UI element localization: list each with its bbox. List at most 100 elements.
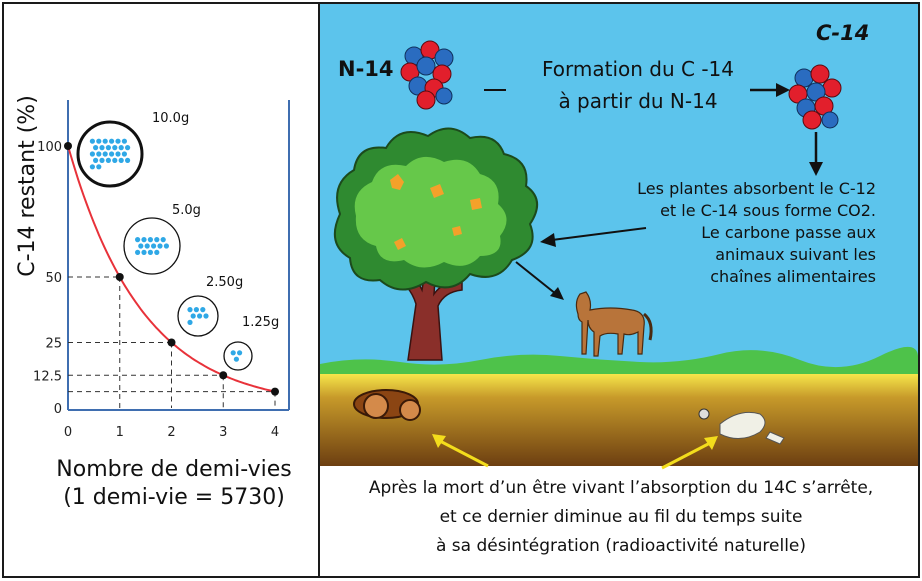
atom-dot [237,350,243,356]
buried-bones-icon [698,408,785,445]
atom-dot [193,307,199,313]
sample-mass-label: 1.25g [242,315,279,330]
y-tick-label: 50 [45,271,62,286]
atom-dot [157,243,163,249]
atom-dot [102,138,108,144]
atom-dot [160,237,166,243]
atom-dot [121,151,127,157]
atom-dot [89,164,95,170]
plants-text-line: et le C-14 sous forme CO2. [660,201,876,220]
atom-dot [89,151,95,157]
atom-dot [144,243,150,249]
y-tick-label: 12.5 [33,369,62,384]
data-point [271,387,279,396]
atom-dot [102,151,108,157]
atom-dot [200,307,206,313]
atom-dot [141,249,147,255]
atom-dot [93,145,99,151]
buried-log-icon [353,389,421,421]
atom-dot [105,145,111,151]
x-axis-note: (1 demi-vie = 5730) [63,485,285,510]
y-tick-label: 25 [45,337,62,352]
caption-area [320,466,918,576]
atom-dot [118,157,124,163]
death-caption: Après la mort d’un être vivant l’absorpt… [320,474,918,561]
x-tick-label: 0 [64,425,72,440]
n14-label: N-14 [338,57,394,81]
atom-dot [141,237,147,243]
decay-chart-panel: C-14 restant (%) 0 12.5 25 50 100 0 1 2 3 4 10.0… [2,2,320,578]
atom-dot [154,237,160,243]
plants-text-line: chaînes alimentaires [710,267,876,286]
atom-dot [115,138,121,144]
atom-dot [187,319,193,325]
death-caption-line-2: et ce dernier diminue au fil du temps su… [439,507,803,527]
sample-mass-label: 2.50g [206,275,243,290]
horse-icon [575,291,653,357]
yellow-arrow-left-icon [432,434,489,468]
x-tick-label: 4 [271,425,279,440]
y-tick-label: 100 [37,140,62,155]
atom-dot [147,249,153,255]
atom-dot [112,157,118,163]
data-point [219,371,228,380]
arrow-to-horse-icon [515,261,564,300]
atom-dot [99,145,105,151]
atom-dot [125,157,131,163]
formation-line-1: Formation du C -14 [542,57,734,81]
atom-dot [154,249,160,255]
decay-chart: C-14 restant (%) 0 12.5 25 50 100 0 1 2 3 4 10.0… [15,95,292,510]
arrow-down-icon [809,132,823,176]
atom-dot [99,157,105,163]
tree-icon [333,127,538,361]
atom-dot [96,151,102,157]
atom-dot [203,313,209,319]
x-axis-label: Nombre de demi-vies [56,457,291,482]
atom-dot [112,145,118,151]
plants-text-line: Les plantes absorbent le C-12 [637,179,876,198]
n14-nucleus-icon [400,40,454,110]
plants-text-line: animaux suivant les [715,245,876,264]
atom-dot [115,151,121,157]
arrow-right-icon [750,83,790,97]
arrow-to-tree-icon [540,227,647,247]
atom-dot [233,356,239,362]
y-axis-label: C-14 restant (%) [15,95,40,277]
atom-dot [147,237,153,243]
y-tick-label: 0 [54,402,62,417]
atom-dot [93,157,99,163]
atom-dot [118,145,124,151]
atom-dot [135,249,141,255]
atom-dot [151,243,157,249]
atom-dot [125,145,131,151]
soil [320,374,918,468]
yellow-arrow-right-icon [661,436,718,470]
atom-dot [230,350,236,356]
atom-dot [105,157,111,163]
atom-dot [89,138,95,144]
atom-dot [109,151,115,157]
x-tick-label: 1 [116,425,124,440]
atom-dot [197,313,203,319]
sample-circle [223,341,253,371]
atom-dot [187,307,193,313]
x-tick-label: 2 [167,425,175,440]
data-point [64,142,72,150]
plants-text-line: Le carbone passe aux [701,223,876,242]
atom-dot [138,243,144,249]
c14-nucleus-icon [788,64,842,130]
carbon14-cycle-panel: N-14 Formation du C -14 à partir du N-14… [318,2,920,578]
atom-dot [190,313,196,319]
grass-strip [320,347,918,376]
atom-dot [96,164,102,170]
atom-dot [121,138,127,144]
plants-absorb-text: Les plantes absorbent le C-12 et le C-14 … [637,179,876,286]
formation-line-2: à partir du N-14 [558,89,717,113]
atom-dot [135,237,141,243]
cycle-illustration: N-14 Formation du C -14 à partir du N-14… [320,4,918,576]
death-caption-line-3: à sa désintégration (radioactivité natur… [435,536,807,556]
sample-mass-label: 5.0g [172,203,201,218]
atom-dot [163,243,169,249]
data-point [115,273,124,281]
x-tick-label: 3 [219,425,227,440]
